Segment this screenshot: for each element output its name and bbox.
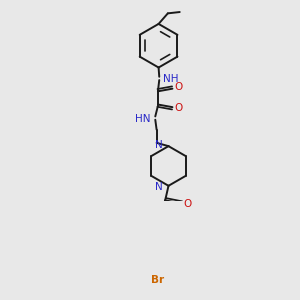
Text: N: N: [155, 182, 163, 192]
Text: Br: Br: [151, 275, 164, 285]
Text: O: O: [174, 82, 183, 92]
Text: NH: NH: [163, 74, 179, 84]
Text: O: O: [184, 199, 192, 208]
Text: O: O: [174, 103, 183, 113]
Text: HN: HN: [134, 114, 150, 124]
Text: N: N: [155, 140, 163, 150]
